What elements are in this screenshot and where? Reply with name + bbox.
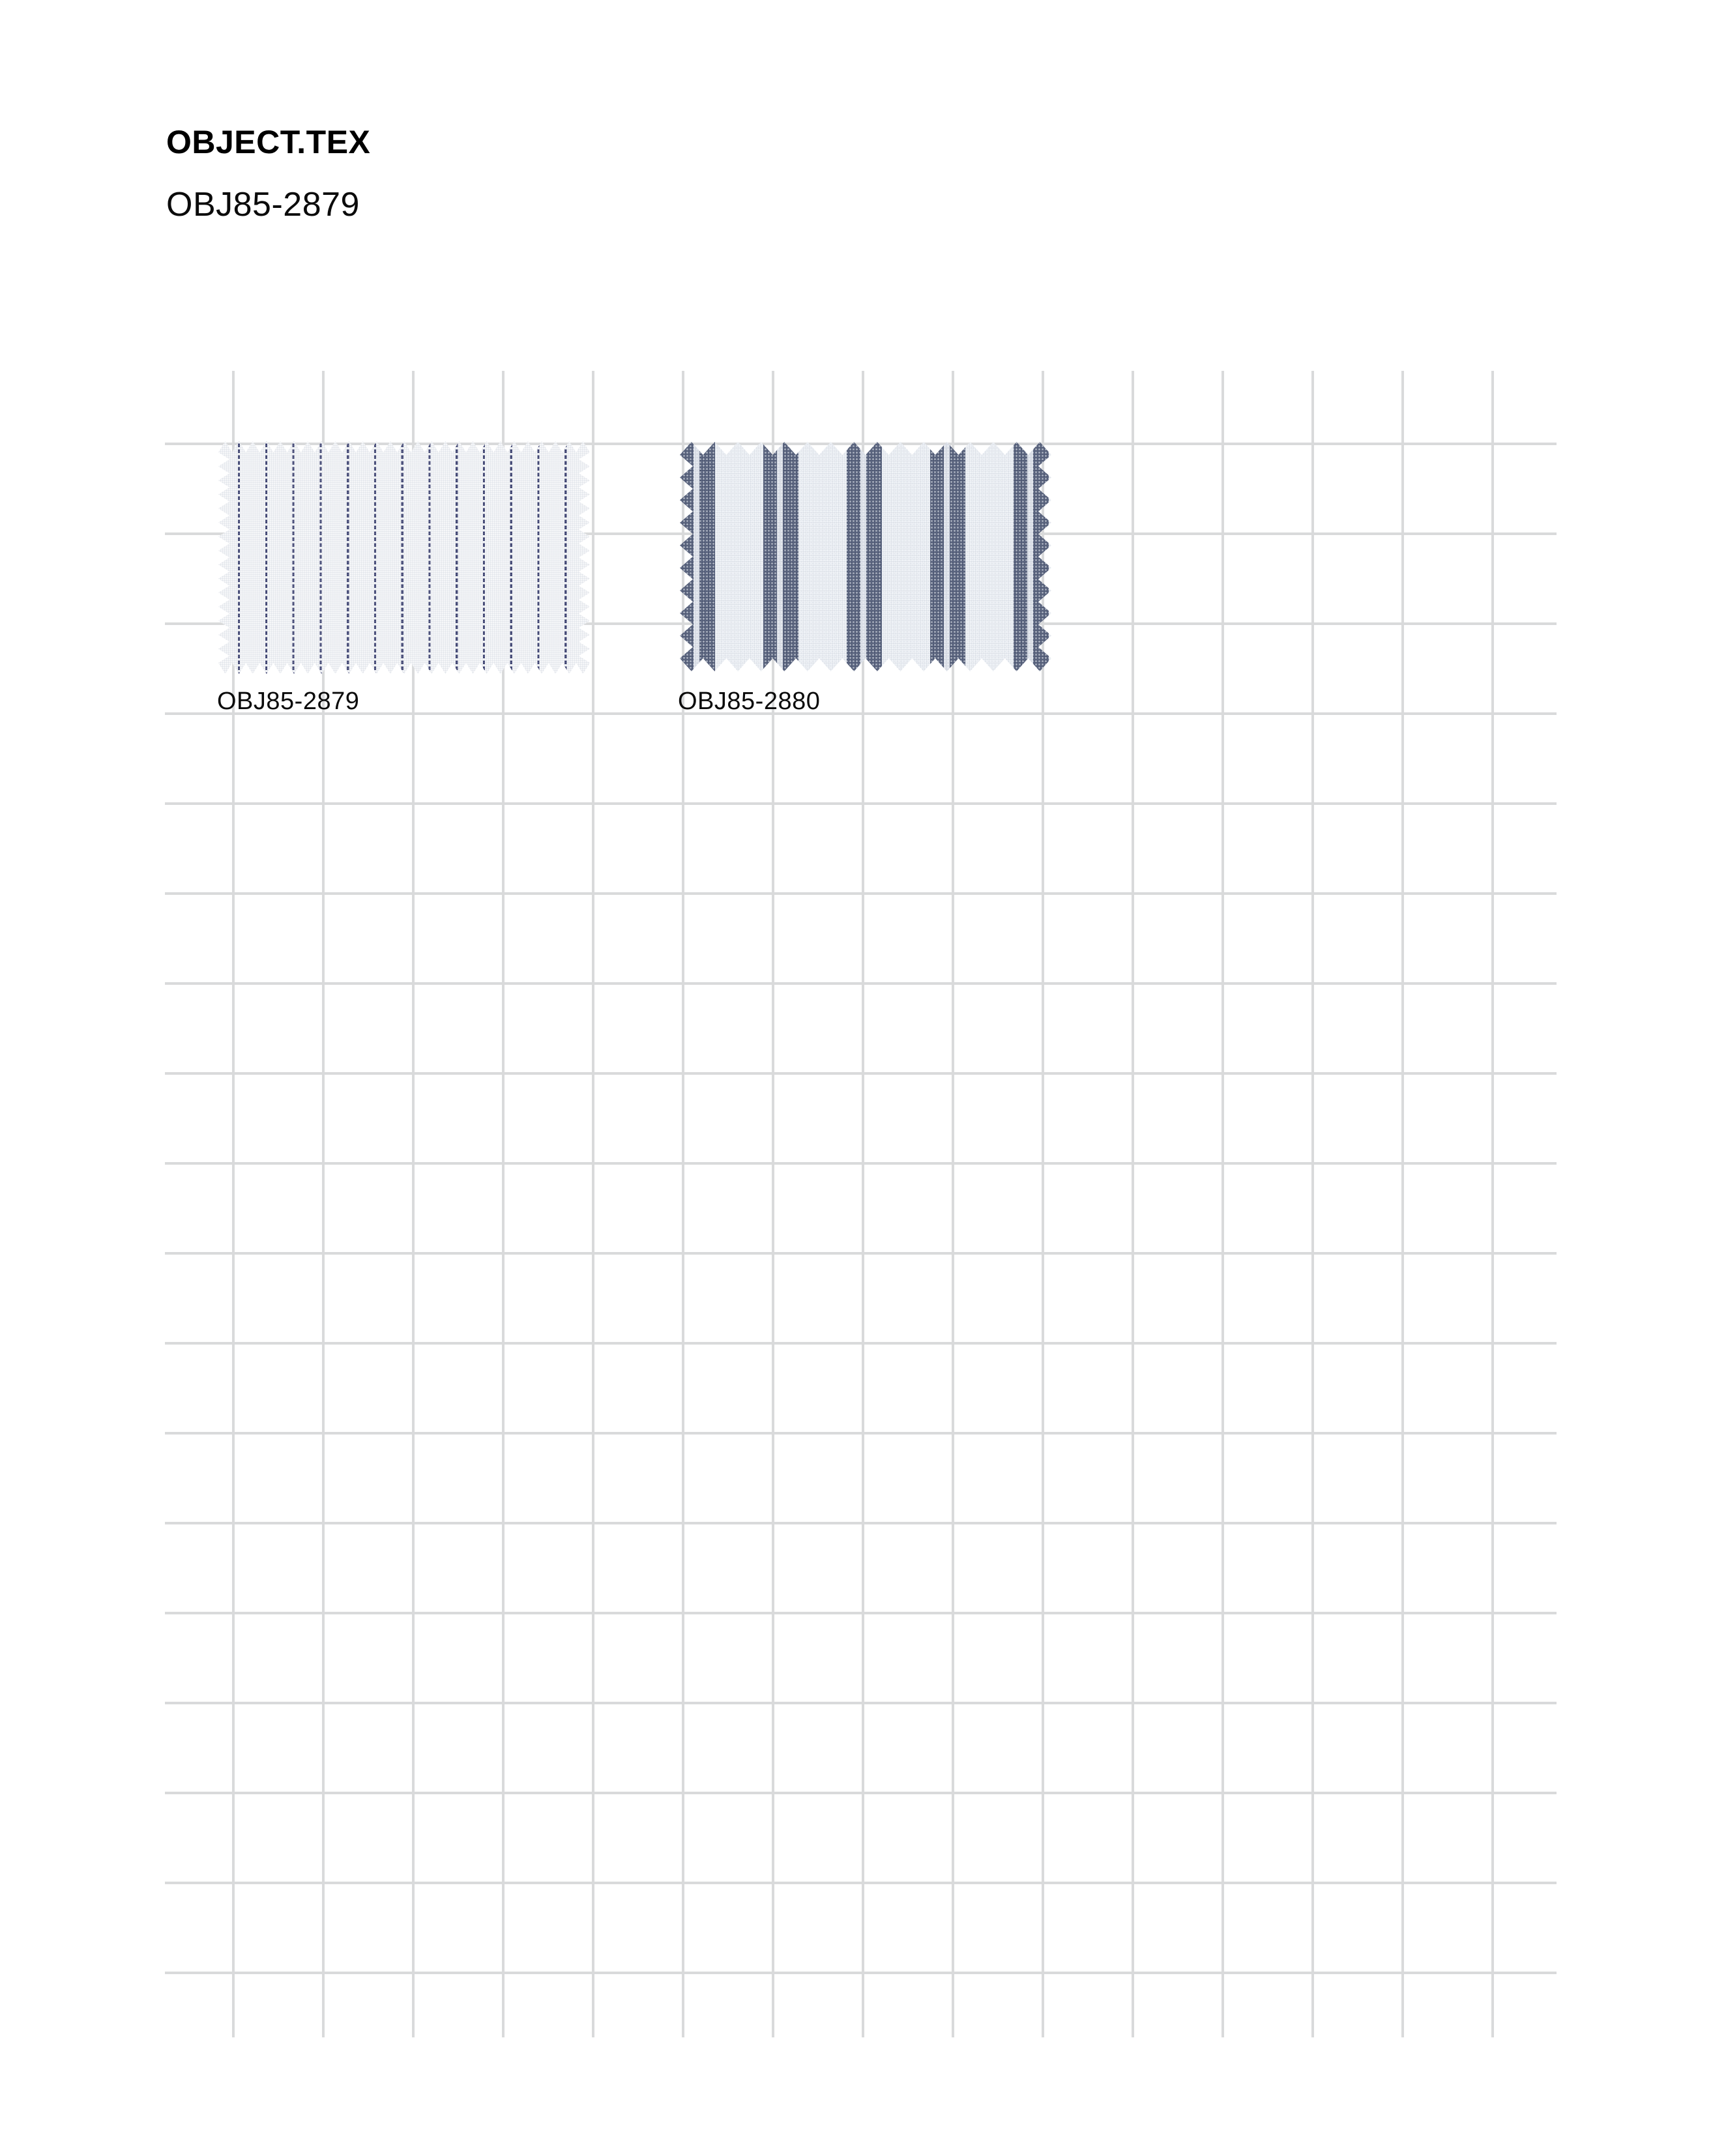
swatch-label-1: OBJ85-2879 — [217, 688, 360, 715]
grid-line — [952, 371, 954, 2037]
swatch-label-2: OBJ85-2880 — [678, 688, 821, 715]
grid-line — [412, 371, 415, 2037]
page-title: OBJECT.TEX — [166, 124, 371, 160]
grid-line — [165, 712, 1557, 715]
grid-line — [232, 371, 235, 2037]
grid-line — [502, 371, 505, 2037]
grid-line — [1491, 371, 1494, 2037]
fabric-swatch-wide-stripe[interactable] — [680, 442, 1051, 671]
grid-line — [165, 1432, 1557, 1435]
grid-line — [592, 371, 594, 2037]
grid-line — [772, 371, 774, 2037]
grid-line — [322, 371, 325, 2037]
grid-line — [682, 371, 684, 2037]
grid-line — [1401, 371, 1404, 2037]
grid-line — [1311, 371, 1314, 2037]
grid-line — [165, 1702, 1557, 1704]
grid-line — [165, 1342, 1557, 1345]
page-subtitle: OBJ85-2879 — [166, 186, 360, 224]
grid-line — [165, 1252, 1557, 1255]
grid-line — [165, 443, 1557, 445]
grid-line — [165, 1522, 1557, 1524]
grid-line — [165, 1882, 1557, 1884]
grid-line — [165, 1972, 1557, 1974]
grid-line — [165, 1162, 1557, 1165]
grid-line — [1221, 371, 1224, 2037]
grid-line — [165, 1612, 1557, 1614]
grid-line — [165, 892, 1557, 895]
grid-line — [165, 1072, 1557, 1075]
grid-line — [165, 802, 1557, 805]
grid-line — [165, 1792, 1557, 1794]
grid-line — [1132, 371, 1134, 2037]
grid-line — [862, 371, 864, 2037]
grid-line — [165, 982, 1557, 985]
fabric-swatch-pinstripe[interactable] — [218, 441, 590, 674]
grid-line — [1042, 371, 1044, 2037]
